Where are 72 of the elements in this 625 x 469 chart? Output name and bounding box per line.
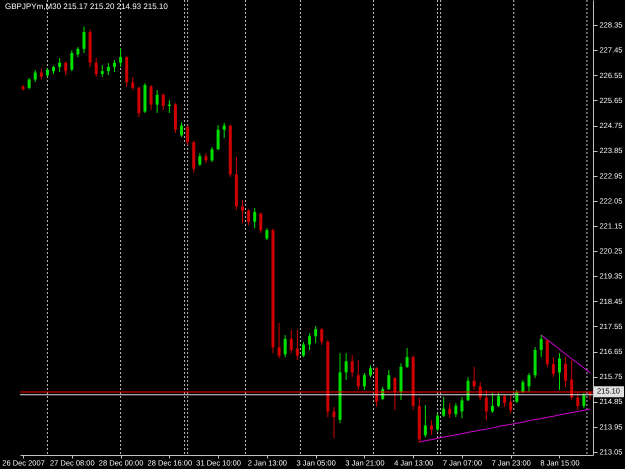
candlestick [240,200,244,224]
candlestick [131,76,134,91]
candlestick [564,356,568,388]
candlestick [521,379,524,394]
candlestick [284,334,287,358]
candlestick [186,125,190,146]
candlestick [247,208,250,226]
candlestick [119,47,122,68]
candlestick [393,376,396,411]
candlestick [503,394,506,408]
candlestick [216,124,220,151]
candlestick [150,84,153,111]
candlestick [265,228,268,241]
candlestick [162,92,165,111]
candlestick [76,46,80,58]
candlestick [369,364,372,378]
candlestick [314,326,318,344]
candlestick [454,402,458,418]
candlestick [210,146,214,163]
candlestick [296,330,299,361]
candlestick [253,208,256,229]
candlestick [112,59,116,72]
candlestick [34,70,37,83]
candlestick [259,212,262,234]
candlestick [406,348,409,368]
candlestick [509,394,512,414]
candlestick [472,366,476,390]
candlestick [82,26,86,54]
candlestick [442,396,446,418]
candlestick [350,354,354,378]
candlestick [540,334,543,358]
candlestick [527,372,530,392]
candlestick [356,360,360,390]
candlestick [308,332,312,351]
candlestick [222,122,226,139]
candlestick [106,62,110,76]
candlestick [387,369,390,390]
candlestick [344,352,348,380]
candlestick [558,352,561,390]
candlestick [430,420,433,436]
candlestick [64,60,68,76]
candlestick [168,100,171,114]
line-series [418,408,590,442]
line-series [540,334,590,374]
candlestick [94,58,98,78]
candlestick [156,90,159,114]
candlestick [362,372,366,390]
candlestick [448,402,452,419]
candlestick [28,78,31,90]
candlestick [180,122,184,138]
candlestick [552,356,555,378]
candlestick [582,392,586,409]
chart-title: GBPJPYm,M30 215.17 215.20 214.93 215.10 [5,2,168,11]
candlestick [460,396,464,419]
candlestick [497,392,500,408]
candlestick [198,152,202,166]
candlestick [290,330,293,354]
candlestick [40,68,43,80]
candlestick [424,404,427,438]
candlestick [320,328,324,346]
candlestick [490,392,494,414]
candlestick [100,64,104,78]
candlestick [332,406,336,439]
candlestick [546,340,549,368]
candlestick [278,322,281,359]
candlestick [204,152,208,164]
candlestick [70,50,74,72]
candlestick [576,392,580,411]
candlestick [58,58,62,72]
candlestick [484,390,488,421]
candlestick [436,412,440,432]
candlestick [302,342,305,358]
